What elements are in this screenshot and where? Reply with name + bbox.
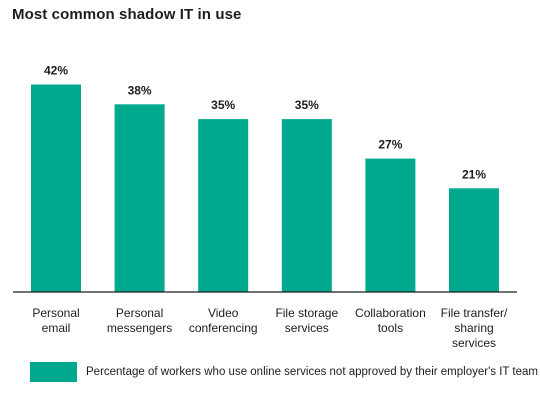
category-label: Collaboration xyxy=(355,306,426,320)
category-label: conferencing xyxy=(189,321,258,335)
category-label: File transfer/ xyxy=(441,306,508,320)
bar xyxy=(31,84,81,292)
category-label: services xyxy=(452,336,496,350)
data-label: 38% xyxy=(128,83,152,97)
bar xyxy=(449,188,499,292)
data-label: 35% xyxy=(295,98,319,112)
chart-title: Most common shadow IT in use xyxy=(12,6,242,23)
bar xyxy=(198,119,249,292)
legend-label: Percentage of workers who use online ser… xyxy=(86,366,538,378)
chart-legend: Percentage of workers who use online ser… xyxy=(30,362,538,382)
legend-swatch xyxy=(30,362,77,382)
category-label: Personal xyxy=(32,306,79,320)
bar xyxy=(281,119,332,292)
category-label: email xyxy=(42,321,71,335)
bar xyxy=(114,104,165,292)
data-label: 27% xyxy=(378,138,402,152)
data-label: 42% xyxy=(44,64,68,78)
category-label: messengers xyxy=(107,321,172,335)
category-label: File storage xyxy=(275,306,338,320)
bar xyxy=(365,158,416,292)
category-label: Personal xyxy=(116,306,163,320)
data-label: 21% xyxy=(462,167,486,181)
data-label: 35% xyxy=(211,98,235,112)
category-label: Video xyxy=(208,306,239,320)
category-label: tools xyxy=(378,321,403,335)
category-label: services xyxy=(285,321,329,335)
category-label: sharing xyxy=(454,321,493,335)
